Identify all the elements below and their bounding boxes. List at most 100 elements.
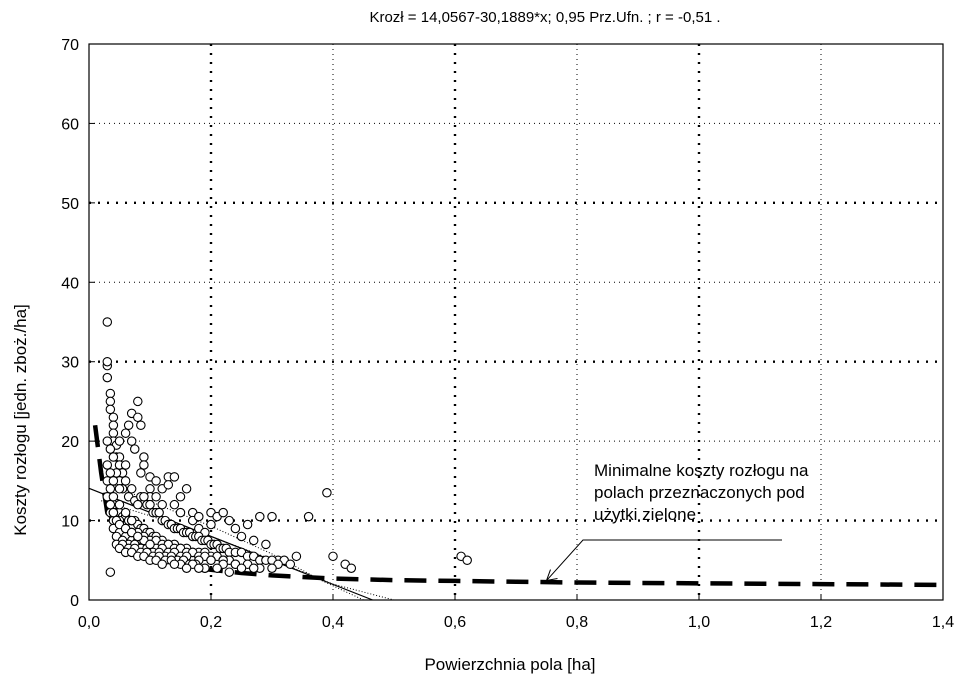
lower-confidence-curve bbox=[101, 500, 395, 601]
chart-title: Krozł = 14,0567-30,1889*x; 0,95 Prz.Ufn.… bbox=[369, 9, 720, 26]
data-point bbox=[136, 420, 146, 431]
points bbox=[102, 317, 472, 577]
data-point bbox=[248, 563, 259, 573]
data-point bbox=[108, 428, 119, 438]
y-tick-label: 30 bbox=[61, 355, 79, 372]
y-tick-label: 40 bbox=[61, 275, 79, 292]
x-tick-label: 0,4 bbox=[322, 614, 344, 631]
data-point bbox=[114, 484, 125, 494]
data-point bbox=[120, 428, 131, 438]
data-point bbox=[151, 476, 161, 486]
x-tick-label: 1,2 bbox=[810, 614, 832, 631]
grid bbox=[89, 44, 943, 600]
data-point bbox=[139, 452, 149, 462]
data-point bbox=[133, 499, 143, 510]
data-point bbox=[157, 559, 167, 570]
data-point bbox=[224, 515, 235, 526]
data-point bbox=[206, 519, 216, 530]
data-point bbox=[133, 412, 143, 423]
data-point bbox=[145, 484, 155, 494]
data-point bbox=[224, 567, 235, 577]
data-point bbox=[126, 515, 137, 526]
data-point bbox=[145, 499, 155, 510]
data-point bbox=[285, 559, 296, 570]
data-point bbox=[136, 468, 146, 478]
upper-confidence-curve bbox=[100, 478, 364, 601]
data-point bbox=[102, 372, 113, 383]
data-point bbox=[108, 412, 119, 423]
data-point bbox=[267, 511, 277, 522]
data-point bbox=[120, 460, 131, 470]
y-tick-label: 10 bbox=[61, 514, 79, 531]
data-point bbox=[105, 499, 116, 510]
data-point bbox=[181, 563, 192, 573]
data-point bbox=[248, 535, 259, 546]
data-point bbox=[126, 484, 137, 494]
data-point bbox=[130, 444, 140, 454]
annotation-line-2: polach przeznaczonych pod bbox=[594, 483, 805, 502]
data-point bbox=[105, 396, 116, 407]
annotation-line-3: użytki zielone bbox=[594, 505, 696, 524]
data-point bbox=[175, 491, 186, 502]
annotation-line-1: Minimalne koszty rozłogu na bbox=[594, 461, 809, 480]
data-point bbox=[328, 551, 338, 562]
x-tick-label: 1,4 bbox=[932, 614, 954, 631]
data-point bbox=[236, 531, 247, 542]
annotation-arrowhead bbox=[545, 569, 558, 582]
data-point bbox=[102, 356, 113, 367]
data-point bbox=[139, 460, 149, 470]
data-point bbox=[105, 388, 116, 399]
annotation-leader bbox=[546, 539, 782, 581]
x-ticks: 0,0 0,2 0,4 0,6 0,8 1,0 1,2 1,4 bbox=[78, 594, 954, 631]
data-point bbox=[123, 420, 134, 431]
plot-frame bbox=[88, 43, 944, 601]
y-axis-label: Koszty rozłogu [jedn. zboż./ha] bbox=[11, 304, 30, 536]
y-tick-label: 50 bbox=[61, 196, 79, 213]
data-point bbox=[181, 484, 192, 494]
data-point bbox=[194, 511, 204, 522]
data-point bbox=[133, 396, 143, 407]
data-point bbox=[126, 436, 137, 446]
data-point bbox=[105, 567, 116, 577]
y-tick-label: 60 bbox=[61, 116, 79, 133]
x-tick-label: 0,6 bbox=[444, 614, 466, 631]
data-point bbox=[255, 511, 265, 522]
data-point bbox=[151, 491, 161, 502]
data-point bbox=[267, 563, 277, 573]
data-point bbox=[157, 499, 167, 510]
x-tick-label: 0,0 bbox=[78, 614, 100, 631]
y-tick-label: 70 bbox=[61, 37, 79, 54]
data-point bbox=[242, 519, 253, 530]
data-point bbox=[102, 436, 113, 446]
data-point bbox=[102, 317, 113, 327]
data-point bbox=[462, 555, 472, 566]
data-point bbox=[169, 499, 180, 510]
x-axis-label: Powierzchnia pola [ha] bbox=[424, 655, 595, 674]
data-point bbox=[145, 539, 155, 550]
data-point bbox=[108, 491, 119, 502]
data-point bbox=[105, 444, 116, 454]
data-point bbox=[346, 563, 357, 573]
y-tick-label: 20 bbox=[61, 434, 79, 451]
data-point bbox=[114, 499, 125, 510]
data-point bbox=[322, 488, 332, 498]
data-point bbox=[194, 563, 204, 573]
data-point bbox=[108, 420, 119, 431]
data-point bbox=[133, 531, 143, 542]
data-point bbox=[108, 507, 119, 518]
annotation: Minimalne koszty rozłogu na polach przez… bbox=[545, 461, 809, 582]
data-point bbox=[230, 523, 241, 534]
data-point bbox=[108, 452, 119, 462]
y-ticks: 0 10 20 30 40 50 60 70 bbox=[61, 37, 95, 610]
data-point bbox=[105, 484, 116, 494]
data-point bbox=[139, 491, 149, 502]
data-point bbox=[291, 551, 302, 562]
data-point bbox=[105, 468, 116, 478]
data-point bbox=[169, 472, 180, 482]
data-point bbox=[206, 555, 216, 566]
x-tick-label: 1,0 bbox=[688, 614, 710, 631]
data-point bbox=[236, 563, 247, 573]
data-point bbox=[261, 539, 271, 550]
x-tick-label: 0,8 bbox=[566, 614, 588, 631]
